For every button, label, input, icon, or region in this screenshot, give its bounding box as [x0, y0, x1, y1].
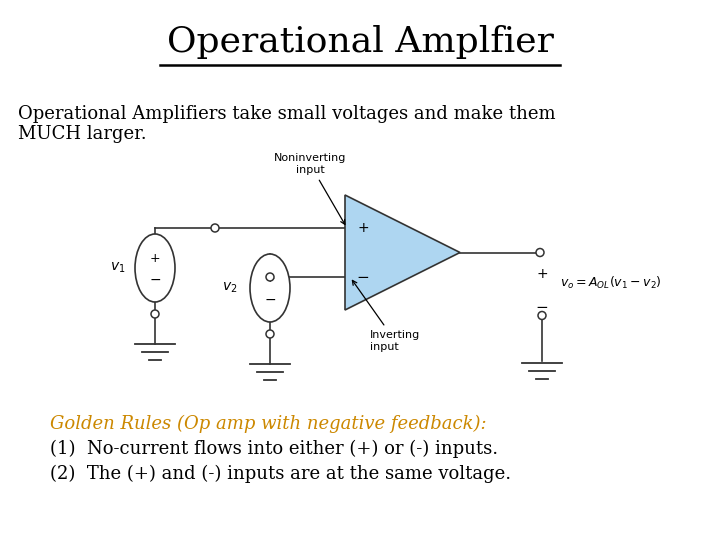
- Text: Inverting
input: Inverting input: [352, 280, 420, 352]
- Circle shape: [211, 224, 219, 232]
- Circle shape: [266, 330, 274, 338]
- Text: +: +: [357, 221, 369, 235]
- Text: $v_1$: $v_1$: [109, 261, 125, 275]
- Ellipse shape: [135, 234, 175, 302]
- Text: +: +: [150, 252, 161, 265]
- Text: −: −: [356, 269, 369, 285]
- Text: +: +: [536, 267, 548, 281]
- Text: (2)  The (+) and (-) inputs are at the same voltage.: (2) The (+) and (-) inputs are at the sa…: [50, 465, 511, 483]
- Text: $v_2$: $v_2$: [222, 281, 237, 295]
- Circle shape: [266, 273, 274, 281]
- Text: −: −: [536, 300, 549, 315]
- Text: MUCH larger.: MUCH larger.: [18, 125, 147, 143]
- Text: Operational Amplfier: Operational Amplfier: [166, 25, 554, 59]
- Text: Noninverting
input: Noninverting input: [274, 153, 346, 225]
- Ellipse shape: [250, 254, 290, 322]
- Text: Operational Amplifiers take small voltages and make them: Operational Amplifiers take small voltag…: [18, 105, 556, 123]
- Circle shape: [536, 248, 544, 256]
- Polygon shape: [345, 195, 460, 310]
- Text: −: −: [264, 293, 276, 307]
- Text: +: +: [265, 272, 275, 285]
- Circle shape: [538, 312, 546, 320]
- Text: (1)  No-current flows into either (+) or (-) inputs.: (1) No-current flows into either (+) or …: [50, 440, 498, 458]
- Text: $v_o = A_{OL}(v_1 - v_2)$: $v_o = A_{OL}(v_1 - v_2)$: [560, 274, 662, 291]
- Text: Golden Rules (Op amp with negative feedback):: Golden Rules (Op amp with negative feedb…: [50, 415, 487, 433]
- Text: −: −: [149, 273, 161, 287]
- Circle shape: [151, 310, 159, 318]
